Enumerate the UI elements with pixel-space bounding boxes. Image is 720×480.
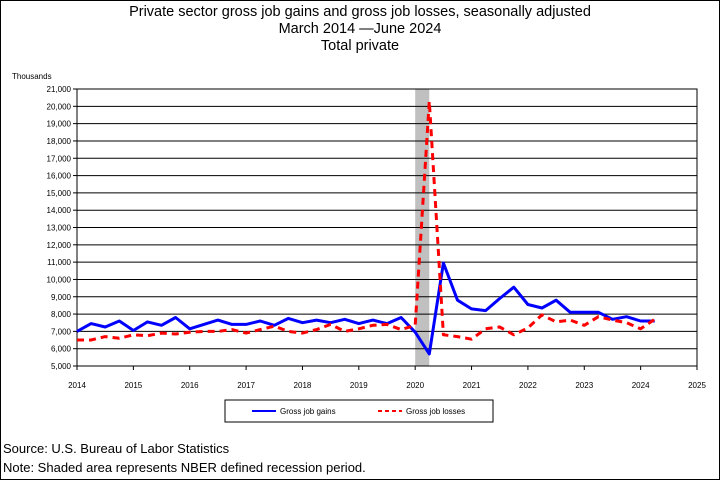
y-tick-label: 13,000 — [47, 224, 72, 233]
y-tick-label: 20,000 — [47, 102, 72, 111]
x-tick-label: 2023 — [575, 381, 593, 390]
y-tick-label: 6,000 — [51, 345, 72, 354]
x-tick-label: 2025 — [688, 381, 706, 390]
losses-series-line — [77, 99, 656, 342]
x-tick-label: 2017 — [237, 381, 255, 390]
x-tick-label: 2020 — [406, 381, 424, 390]
x-tick-label: 2024 — [632, 381, 650, 390]
y-tick-label: 7,000 — [51, 327, 72, 336]
x-tick-label: 2016 — [181, 381, 199, 390]
chart-date-range: March 2014 —June 2024 — [278, 21, 442, 37]
legend-losses-label: Gross job losses — [406, 407, 465, 416]
x-tick-label: 2022 — [519, 381, 537, 390]
x-tick-label: 2014 — [68, 381, 86, 390]
x-tick-label: 2018 — [294, 381, 312, 390]
x-tick-label: 2021 — [463, 381, 481, 390]
y-tick-label: 8,000 — [51, 310, 72, 319]
chart-titles: Private sector gross job gains and gross… — [0, 4, 720, 55]
x-tick-label: 2015 — [124, 381, 142, 390]
x-tick-label: 2019 — [350, 381, 368, 390]
y-tick-label: 18,000 — [47, 137, 72, 146]
y-tick-label: 16,000 — [47, 172, 72, 181]
y-tick-label: 17,000 — [47, 154, 72, 163]
recession-note: Note: Shaded area represents NBER define… — [3, 460, 366, 475]
y-tick-label: 9,000 — [51, 293, 72, 302]
legend-box — [224, 399, 494, 423]
y-tick-label: 19,000 — [47, 120, 72, 129]
legend-gains-label: Gross job gains — [280, 407, 336, 416]
y-tick-label: 14,000 — [47, 206, 72, 215]
source-note: Source: U.S. Bureau of Labor Statistics — [3, 441, 230, 456]
y-tick-label: 10,000 — [47, 275, 72, 284]
gains-series-line — [76, 261, 655, 356]
y-tick-label: 15,000 — [47, 189, 72, 198]
plot-area-border — [76, 88, 698, 367]
line-chart: 5,000 6,000 7,000 8,000 9,000 10,000 11,000 12,… — [47, 85, 706, 423]
y-axis-unit-label: Thousands — [12, 72, 52, 81]
chart-subtitle: Total private — [320, 38, 400, 54]
y-tick-label: 12,000 — [47, 241, 72, 250]
y-tick-label: 5,000 — [51, 362, 72, 371]
chart-title: Private sector gross job gains and gross… — [129, 4, 591, 20]
y-tick-label: 21,000 — [47, 85, 72, 94]
y-tick-label: 11,000 — [47, 258, 71, 267]
